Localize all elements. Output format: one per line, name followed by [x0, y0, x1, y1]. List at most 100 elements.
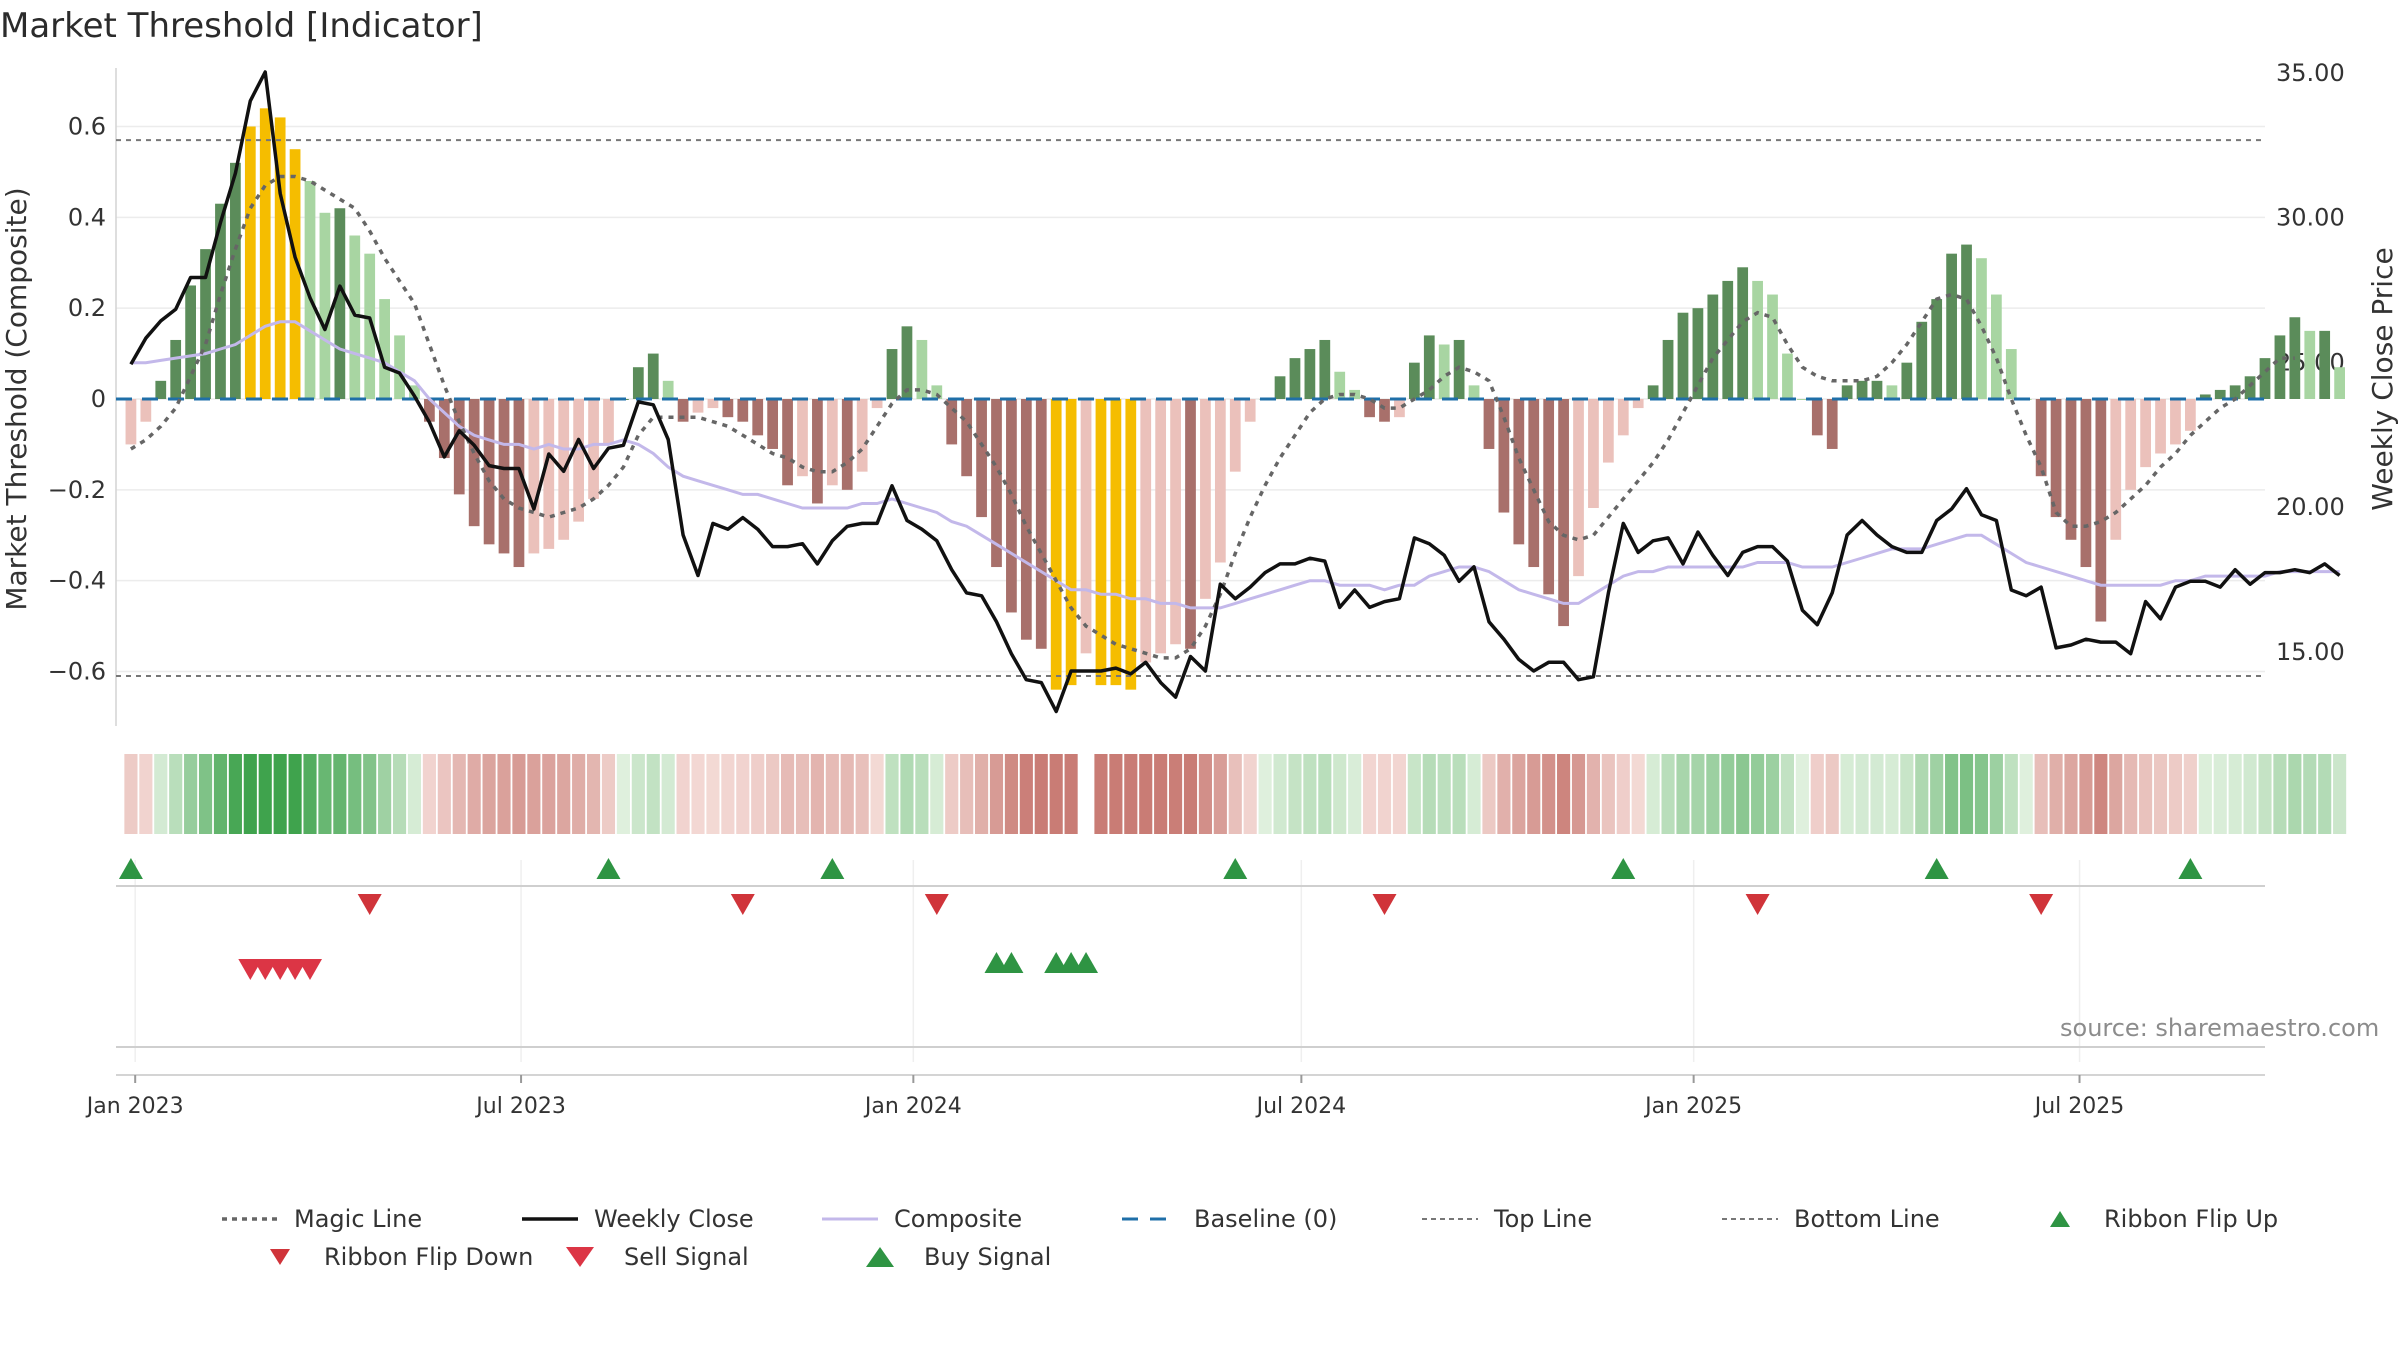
legend-label: Weekly Close [594, 1205, 754, 1233]
composite-bar [2274, 335, 2286, 399]
ribbon-cell [1348, 754, 1362, 834]
composite-bar [259, 108, 271, 399]
buy-signal-marker [1074, 952, 1099, 973]
composite-bar [1782, 353, 1793, 399]
legend-label: Buy Signal [924, 1243, 1052, 1271]
composite-bar [498, 399, 510, 554]
ribbon-cell [1736, 754, 1750, 834]
left-tick-label: −0.4 [48, 567, 106, 595]
composite-bar [1677, 312, 1689, 399]
ribbon-cell [1094, 754, 1108, 834]
ribbon-cell [2064, 754, 2078, 834]
ribbon-cell [452, 754, 466, 834]
ribbon-cell [1139, 754, 1153, 834]
ribbon-cell [213, 754, 228, 834]
ribbon-flip-down-marker [357, 894, 382, 915]
composite-bar [1976, 258, 1987, 399]
legend-swatch-sell [566, 1247, 594, 1267]
weekly-close-line [129, 70, 2341, 714]
legend-swatch-close [522, 1217, 578, 1221]
ribbon-cell [1959, 754, 1974, 834]
ribbon-cell [2198, 754, 2212, 834]
ribbon-flip-up-marker [1223, 858, 1248, 879]
composite-bar [841, 399, 853, 490]
ribbon-cell [1795, 754, 1809, 834]
ribbon-cell [198, 754, 213, 834]
ribbon-cell [1467, 754, 1481, 834]
legend-swatch-bottom [1722, 1218, 1778, 1220]
left-tick-label: 0 [91, 385, 106, 413]
composite-bar [1647, 385, 1659, 399]
ribbon-cell [1482, 754, 1496, 834]
ribbon-cell [1706, 754, 1720, 834]
left-tick-label: 0.6 [68, 113, 106, 141]
composite-bar [707, 399, 719, 409]
composite-bar [1289, 358, 1301, 399]
ribbon-cell [1542, 754, 1556, 834]
composite-bar [2035, 399, 2047, 477]
composite-bar [319, 212, 331, 399]
composite-bar [1617, 399, 1629, 436]
composite-bars [125, 108, 2345, 690]
ribbon-cell [766, 754, 780, 834]
legend-swatch-buy [866, 1247, 894, 1267]
composite-bar [2110, 399, 2122, 540]
composite-bar [1274, 376, 1286, 399]
ribbon-cell [2109, 754, 2123, 834]
composite-bar [2229, 385, 2241, 399]
right-tick-label: 15.00 [2276, 638, 2345, 666]
composite-bar [543, 399, 555, 549]
composite-bar [1408, 362, 1420, 399]
chart-title: Market Threshold [Indicator] [0, 6, 483, 46]
composite-bar [692, 399, 704, 413]
ribbon-cell [646, 754, 660, 834]
composite-bar [379, 299, 390, 399]
ribbon-flip-up-marker [118, 858, 143, 879]
ribbon-cell [825, 754, 839, 834]
composite-bar [334, 208, 346, 399]
ribbon-cell [706, 754, 720, 834]
ribbon-cell [1945, 754, 1959, 834]
legend: Magic Line Weekly Close Composite Baseline … [220, 1200, 2400, 1290]
ribbon-cell [527, 754, 541, 834]
legend-item-bottom: Bottom Line [1720, 1200, 1940, 1238]
ribbon-cell [572, 754, 586, 834]
series-lines [116, 70, 2341, 714]
ribbon-cell [586, 754, 601, 834]
ribbon-cell [960, 754, 974, 834]
composite-bar [1722, 280, 1734, 399]
ribbon-cell [1407, 754, 1421, 834]
composite-bar [916, 339, 928, 399]
composite-bar [1707, 294, 1719, 399]
ribbon-cell [661, 754, 675, 834]
composite-bar [1438, 344, 1450, 399]
ribbon-flip-down-marker [1372, 894, 1397, 915]
ribbon-cell [1810, 754, 1824, 834]
composite-bar [394, 335, 405, 399]
ribbon-cell [930, 754, 944, 834]
ribbon-cell [1885, 754, 1899, 834]
composite-bar [1065, 399, 1077, 686]
legend-label: Magic Line [294, 1205, 423, 1233]
composite-bar [1080, 399, 1092, 654]
ribbon-cell [810, 754, 824, 834]
composite-bar [871, 399, 883, 409]
ribbon-cell [154, 754, 168, 834]
composite-bar [752, 399, 764, 436]
composite-bar [155, 380, 167, 399]
legend-item-magic: Magic Line [220, 1200, 422, 1238]
composite-bar [2140, 399, 2151, 468]
composite-bar [946, 399, 958, 445]
composite-bar [1244, 399, 1256, 422]
ribbon-cell [2213, 754, 2227, 834]
composite-bar [1886, 385, 1898, 399]
composite-bar [1588, 399, 1599, 508]
source-label: source: sharemaestro.com [2060, 1014, 2380, 1042]
legend-item-flipup: Ribbon Flip Up [2030, 1200, 2278, 1238]
ribbon-cell [2019, 754, 2033, 834]
legend-label: Baseline (0) [1194, 1205, 1338, 1233]
composite-bar [1304, 349, 1316, 399]
composite-bar [125, 399, 137, 445]
ribbon-cell [273, 754, 287, 834]
composite-bar [573, 399, 585, 522]
